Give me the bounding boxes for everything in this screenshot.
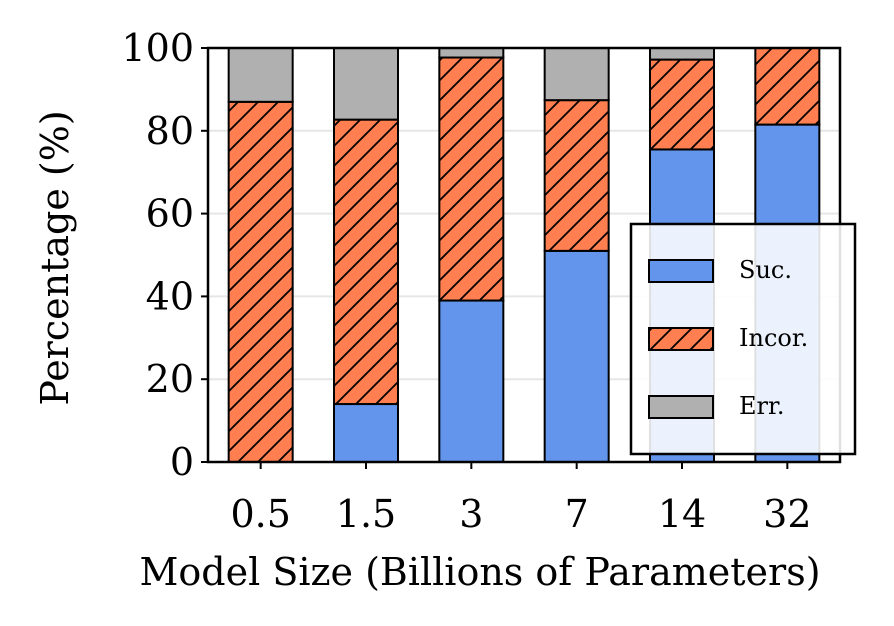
x-axis: 0.5 1.5 3 7 14 32 xyxy=(230,462,812,536)
bar-incor-3 xyxy=(438,56,505,302)
y-tick-label: 0 xyxy=(170,440,194,484)
bar-suc-1_5 xyxy=(333,403,399,464)
bar-err-0_5 xyxy=(227,47,294,103)
bar-err-1_5 xyxy=(333,47,399,121)
x-axis-title: Model Size (Billions of Parameters) xyxy=(139,550,820,594)
x-tick-label: 14 xyxy=(658,492,706,536)
legend-label: Suc. xyxy=(739,256,792,284)
x-tick-label: 0.5 xyxy=(230,492,290,536)
bars xyxy=(227,47,821,464)
legend-swatch xyxy=(648,395,714,419)
bar-err-3 xyxy=(438,47,505,59)
legend-swatch xyxy=(648,259,714,283)
y-tick-label: 60 xyxy=(146,192,194,236)
bar-incor-0_5 xyxy=(227,100,294,463)
bar-incor-14 xyxy=(649,58,715,151)
x-tick-label: 3 xyxy=(459,492,483,536)
x-tick-label: 32 xyxy=(763,492,811,536)
y-tick-label: 80 xyxy=(146,109,194,153)
y-tick-label: 20 xyxy=(146,357,194,401)
bar-suc-3 xyxy=(438,299,505,464)
bar-incor-7 xyxy=(543,99,610,252)
x-tick-label: 7 xyxy=(565,492,589,536)
legend: Suc. Incor. Err. xyxy=(629,222,857,456)
bar-incor-32 xyxy=(754,47,821,126)
bar-incor-1_5 xyxy=(333,118,399,406)
legend-swatch xyxy=(648,327,714,351)
legend-label: Incor. xyxy=(739,324,808,352)
bar-err-7 xyxy=(543,47,610,102)
y-axis-title: Percentage (%) xyxy=(33,110,77,405)
y-axis: 0 20 40 60 80 100 xyxy=(121,26,208,484)
y-tick-label: 40 xyxy=(146,274,194,318)
y-tick-label: 100 xyxy=(121,26,194,70)
legend-label: Err. xyxy=(739,392,784,420)
bar-err-14 xyxy=(649,47,715,61)
bar-suc-7 xyxy=(543,249,610,463)
x-tick-label: 1.5 xyxy=(336,492,396,536)
